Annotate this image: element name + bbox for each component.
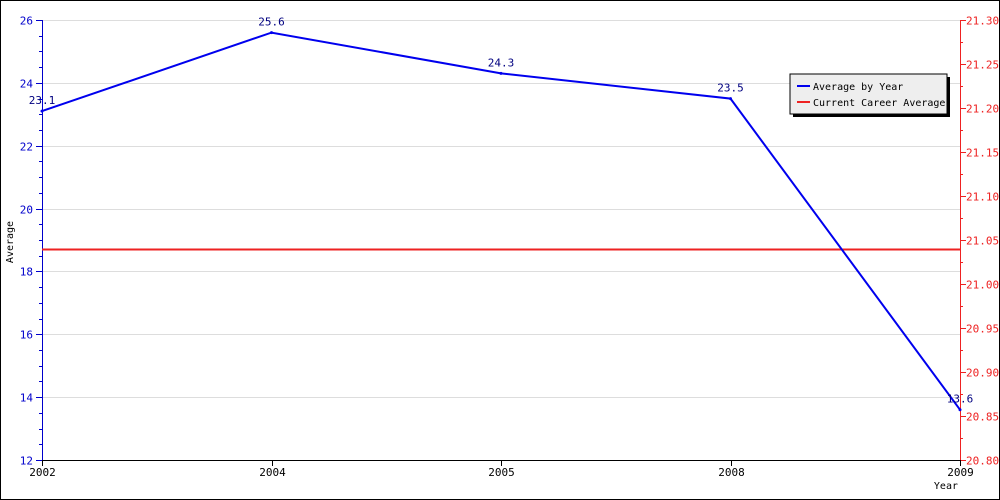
legend: Average by Year Current Career Average <box>789 73 950 117</box>
y-left-tick-label-1: 14 <box>20 392 34 405</box>
x-tick-label-3: 2008 <box>718 466 745 479</box>
y-left-tick-label-2: 16 <box>20 329 33 342</box>
data-label-0: 23.1 <box>29 94 56 107</box>
data-label-2: 24.3 <box>488 56 515 69</box>
y-right-tick-label-5: 21.05 <box>966 235 999 248</box>
x-tick-label-4: 2009 <box>947 466 974 479</box>
data-labels: 23.1 25.6 24.3 23.5 13.6 <box>29 16 974 406</box>
x-tick-label-0: 2002 <box>29 466 56 479</box>
y-left-tick-label-7: 26 <box>20 15 33 28</box>
y-right-tick-label-2: 20.90 <box>966 367 999 380</box>
y-left-tick-label-0: 12 <box>20 455 33 468</box>
axes: 12 14 16 18 20 22 24 26 20.80 20.85 20.90 20.95 21.0… <box>20 15 999 480</box>
x-axis-title: Year <box>934 481 958 492</box>
y-axis-title: Average <box>5 221 16 263</box>
y-right-tick-label-8: 21.20 <box>966 103 999 116</box>
y-right-tick-label-7: 21.15 <box>966 147 999 160</box>
y-right-tick-label-10: 21.30 <box>966 15 999 28</box>
y-right-tick-label-1: 20.85 <box>966 411 999 424</box>
y-right-tick-label-6: 21.10 <box>966 191 999 204</box>
y-left-tick-label-3: 18 <box>20 266 33 279</box>
y-left-tick-label-6: 24 <box>20 78 34 91</box>
y-right-tick-label-0: 20.80 <box>966 455 999 468</box>
data-label-3: 23.5 <box>717 82 744 95</box>
y-right-tick-label-3: 20.95 <box>966 323 999 336</box>
y-left-tick-label-4: 20 <box>20 204 33 217</box>
series <box>40 31 962 412</box>
data-point-4 <box>958 408 962 412</box>
legend-label-current-career-average: Current Career Average <box>813 98 945 109</box>
data-point-3 <box>729 97 732 101</box>
legend-box <box>789 73 948 115</box>
y-left-tick-label-5: 22 <box>20 141 33 154</box>
x-tick-label-1: 2004 <box>259 466 286 479</box>
data-point-1 <box>270 31 273 35</box>
data-point-0 <box>40 109 44 113</box>
y-right-tick-label-4: 21.00 <box>966 279 999 292</box>
data-label-1: 25.6 <box>258 16 285 29</box>
x-tick-label-2: 2005 <box>488 466 515 479</box>
data-label-4: 13.6 <box>947 393 974 406</box>
data-point-2 <box>499 71 503 75</box>
legend-label-average-by-year: Average by Year <box>813 82 903 93</box>
y-right-tick-label-9: 21.25 <box>966 59 999 72</box>
